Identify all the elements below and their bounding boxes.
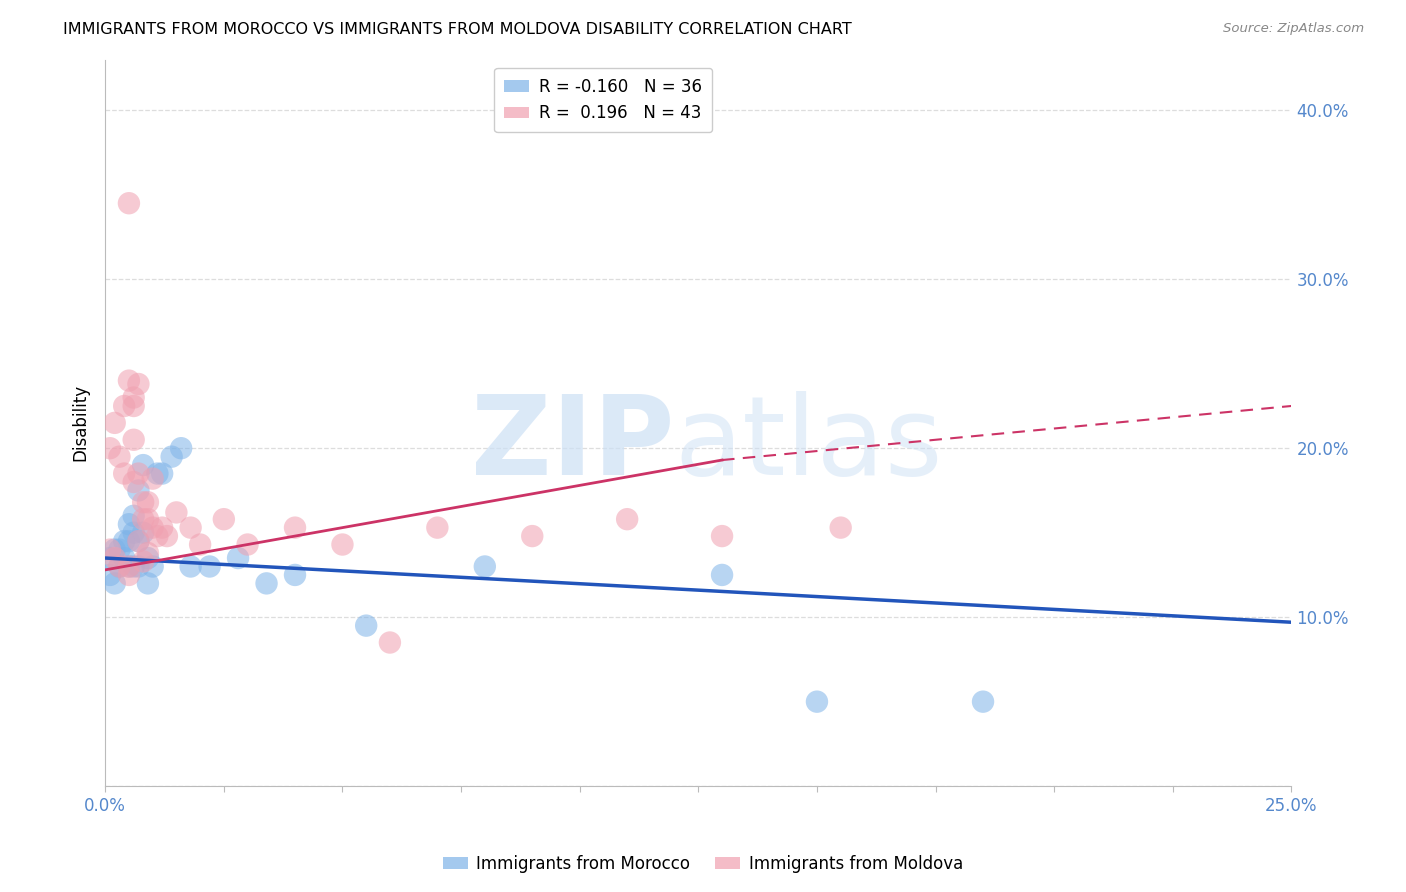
Point: [112, 551, 135, 566]
Point: [127, 377, 149, 392]
Point: [142, 559, 165, 574]
Point: [212, 512, 235, 526]
Point: [122, 475, 145, 489]
Point: [108, 450, 131, 464]
Point: [98, 551, 121, 566]
Point: [188, 537, 211, 551]
Point: [165, 505, 187, 519]
Point: [160, 450, 183, 464]
Point: [118, 559, 141, 574]
Point: [118, 568, 141, 582]
Point: [127, 483, 149, 498]
Point: [112, 534, 135, 549]
Point: [104, 576, 127, 591]
Point: [122, 559, 145, 574]
Point: [142, 521, 165, 535]
Point: [146, 529, 169, 543]
Point: [136, 495, 159, 509]
Point: [108, 542, 131, 557]
Point: [132, 525, 155, 540]
Legend: Immigrants from Morocco, Immigrants from Moldova: Immigrants from Morocco, Immigrants from…: [436, 848, 970, 880]
Point: [122, 433, 145, 447]
Point: [122, 399, 145, 413]
Point: [108, 559, 131, 574]
Point: [226, 551, 249, 566]
Point: [98, 441, 121, 455]
Point: [170, 441, 193, 455]
Point: [122, 508, 145, 523]
Point: [806, 695, 828, 709]
Point: [284, 521, 307, 535]
Point: [132, 512, 155, 526]
Point: [474, 559, 496, 574]
Point: [146, 467, 169, 481]
Point: [118, 534, 141, 549]
Point: [378, 635, 401, 649]
Point: [180, 559, 202, 574]
Y-axis label: Disability: Disability: [72, 384, 89, 461]
Point: [354, 618, 377, 632]
Point: [136, 551, 159, 566]
Point: [118, 559, 141, 574]
Point: [180, 521, 202, 535]
Point: [332, 537, 354, 551]
Point: [104, 416, 127, 430]
Text: IMMIGRANTS FROM MOROCCO VS IMMIGRANTS FROM MOLDOVA DISABILITY CORRELATION CHART: IMMIGRANTS FROM MOROCCO VS IMMIGRANTS FR…: [63, 22, 852, 37]
Point: [830, 521, 852, 535]
Point: [127, 534, 149, 549]
Point: [150, 467, 173, 481]
Point: [112, 467, 135, 481]
Point: [156, 529, 179, 543]
Point: [98, 542, 121, 557]
Text: ZIP: ZIP: [471, 392, 675, 498]
Point: [118, 374, 141, 388]
Point: [127, 559, 149, 574]
Point: [132, 554, 155, 568]
Text: Source: ZipAtlas.com: Source: ZipAtlas.com: [1223, 22, 1364, 36]
Point: [98, 568, 121, 582]
Point: [972, 695, 994, 709]
Point: [104, 551, 127, 566]
Point: [236, 537, 259, 551]
Point: [112, 399, 135, 413]
Point: [136, 512, 159, 526]
Point: [104, 542, 127, 557]
Point: [616, 512, 638, 526]
Point: [142, 472, 165, 486]
Point: [136, 546, 159, 560]
Point: [711, 529, 734, 543]
Point: [118, 196, 141, 211]
Point: [522, 529, 544, 543]
Point: [132, 495, 155, 509]
Point: [198, 559, 221, 574]
Point: [127, 467, 149, 481]
Legend: R = -0.160   N = 36, R =  0.196   N = 43: R = -0.160 N = 36, R = 0.196 N = 43: [495, 68, 713, 132]
Point: [132, 458, 155, 472]
Point: [118, 517, 141, 532]
Point: [108, 559, 131, 574]
Point: [426, 521, 449, 535]
Point: [136, 576, 159, 591]
Point: [256, 576, 278, 591]
Point: [127, 534, 149, 549]
Point: [711, 568, 734, 582]
Point: [150, 521, 173, 535]
Text: atlas: atlas: [675, 392, 943, 498]
Point: [284, 568, 307, 582]
Point: [122, 525, 145, 540]
Point: [122, 391, 145, 405]
